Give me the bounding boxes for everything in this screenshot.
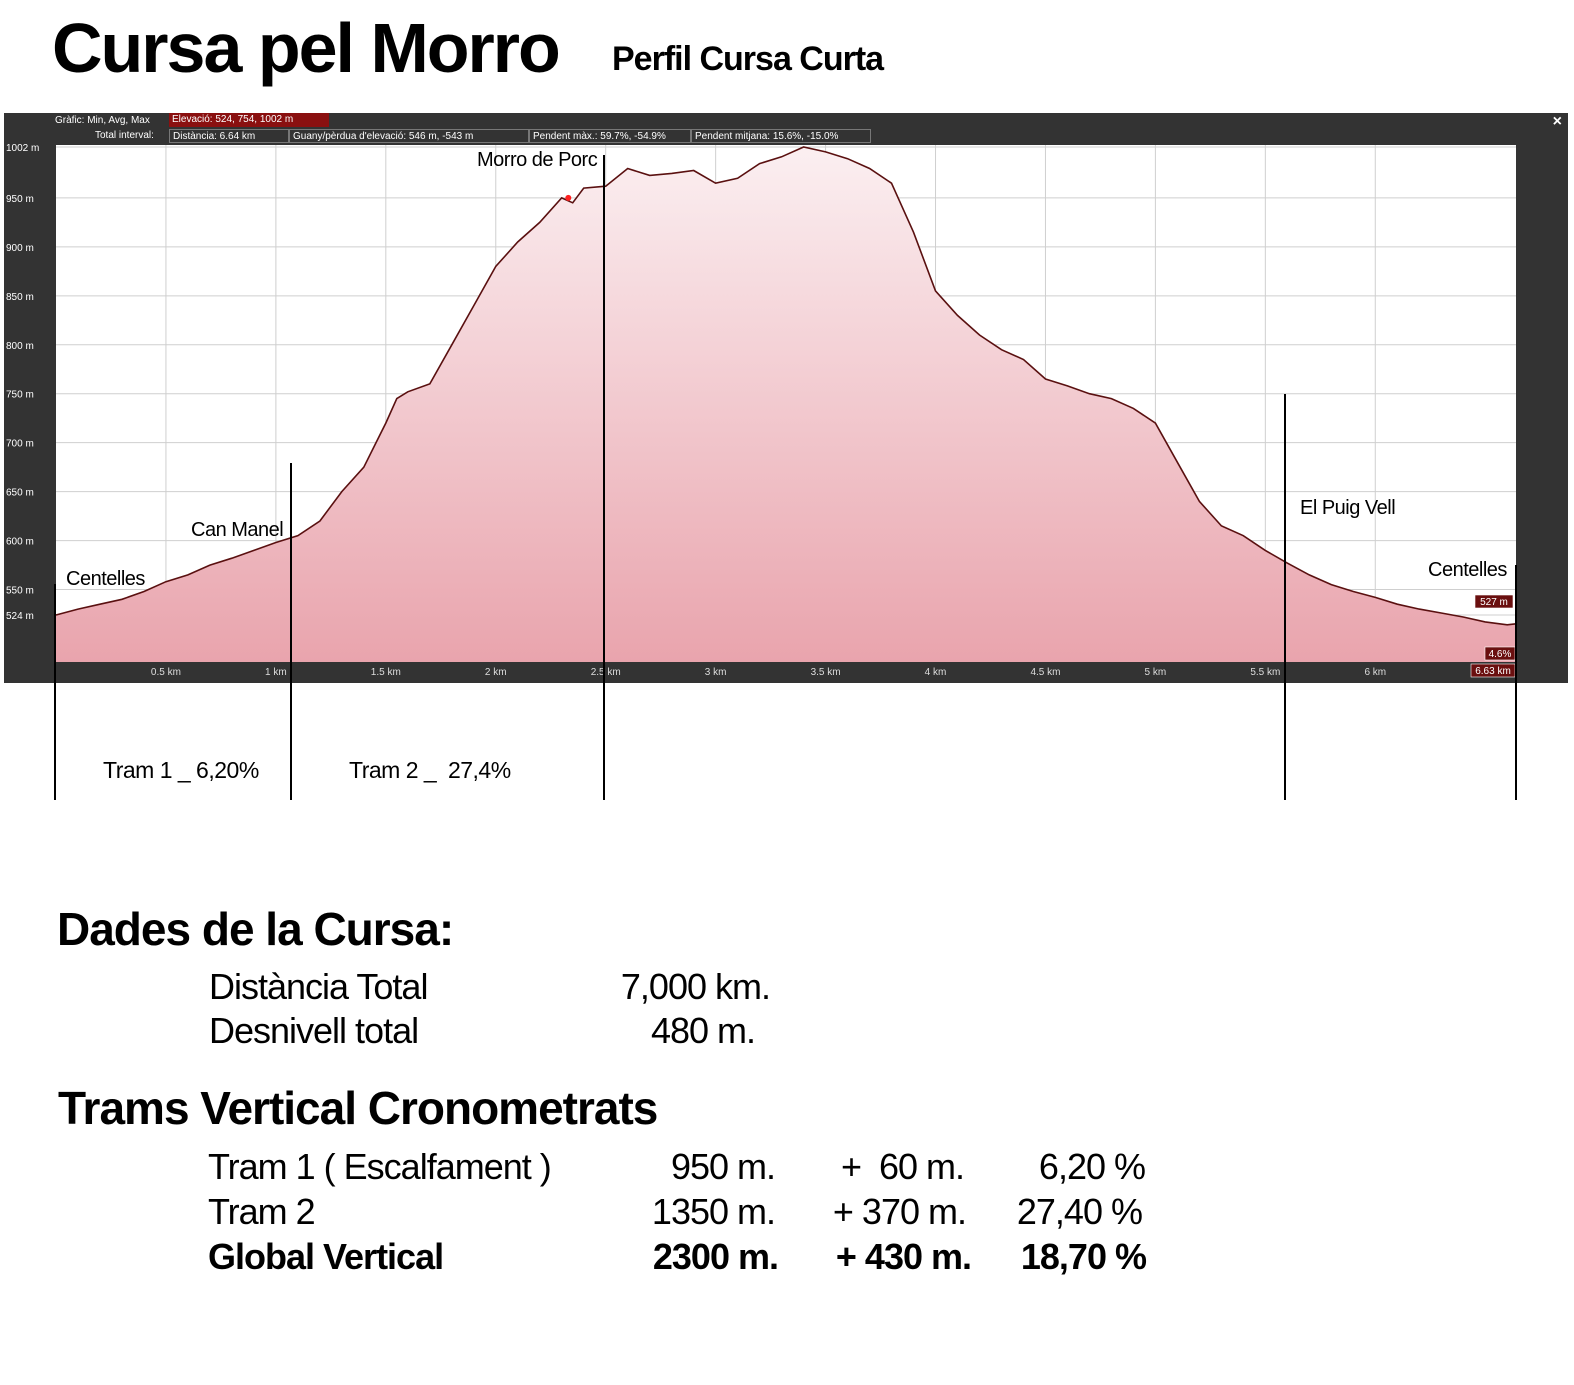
tram-1-percent: 6,20 %	[1038, 1146, 1146, 1187]
race-elevation-value: 480 m.	[650, 1010, 756, 1051]
slope-badge-text: 4.6%	[1489, 649, 1512, 660]
y-tick-label: 1002 m	[6, 143, 39, 154]
elevation-chart-panel: 1002 m 950 m 900 m 850 m 800 m 750 m 700 m 650 …	[4, 113, 1568, 683]
race-distance-label: Distància Total	[209, 966, 428, 1007]
x-tick-label: 2 km	[485, 667, 507, 678]
position-marker	[565, 194, 572, 201]
x-tick-label: 4 km	[925, 667, 947, 678]
x-tick-label: 5 km	[1145, 667, 1167, 678]
header-elevation-summary: Elevació: 524, 754, 1002 m	[169, 113, 329, 127]
y-tick-label: 850 m	[6, 292, 34, 303]
waypoint-label-el-puig-vell: El Puig Vell	[1300, 497, 1395, 519]
x-tick-label: 6 km	[1364, 667, 1386, 678]
header-distance: Distància: 6.64 km	[169, 129, 289, 143]
race-elevation-label: Desnivell total	[209, 1010, 419, 1051]
waypoint-label-morro-de-porc: Morro de Porc	[477, 149, 598, 171]
elevation-line	[55, 146, 1517, 626]
y-tick-label: 950 m	[6, 194, 34, 205]
header-max-slope: Pendent màx.: 59.7%, -54.9%	[529, 129, 691, 143]
x-axis-ticks: 0.5 km 1 km 1.5 km 2 km 2.5 km 3 km 3.5 km 4 km…	[151, 667, 1386, 678]
header-gain-loss: Guany/pèrdua d'elevació: 546 m, -543 m	[289, 129, 529, 143]
x-tick-label: 3 km	[705, 667, 727, 678]
global-vertical-gain: + 430 m.	[835, 1236, 972, 1277]
global-vertical-percent: 18,70 %	[1020, 1236, 1147, 1277]
y-axis-ticks: 1002 m 950 m 900 m 850 m 800 m 750 m 700 m 650 …	[6, 143, 39, 622]
page-title: Cursa pel Morro	[52, 9, 561, 87]
x-tick-label: 2.5 km	[591, 667, 621, 678]
tram-1-distance: 950 m.	[670, 1146, 776, 1187]
header-avg-slope: Pendent mitjana: 15.6%, -15.0%	[691, 129, 871, 143]
race-distance-value: 7,000 km.	[620, 966, 771, 1007]
y-tick-label: 550 m	[6, 586, 34, 597]
waypoint-label-finish: Centelles	[1428, 559, 1507, 581]
race-data-heading: Dades de la Cursa:	[57, 903, 454, 955]
x-tick-label: 4.5 km	[1030, 667, 1060, 678]
global-vertical-label: Global Vertical	[208, 1236, 444, 1277]
waypoint-label-can-manel: Can Manel	[191, 519, 283, 541]
tram-2-distance: 1350 m.	[651, 1191, 776, 1232]
page-subtitle: Perfil Cursa Curta	[612, 40, 884, 78]
readout-badges: 527 m 4.6% 6.63 km	[1470, 594, 1516, 678]
y-tick-label: 800 m	[6, 341, 34, 352]
x-tick-label: 5.5 km	[1250, 667, 1280, 678]
close-icon[interactable]: ×	[1552, 113, 1562, 130]
tram-1-label: Tram 1 ( Escalfament )	[208, 1146, 552, 1187]
y-tick-label: 524 m	[6, 611, 34, 622]
y-tick-label: 750 m	[6, 390, 34, 401]
x-tick-label: 0.5 km	[151, 667, 181, 678]
y-tick-label: 650 m	[6, 488, 34, 499]
x-tick-label: 1 km	[265, 667, 287, 678]
elevation-profile-chart: 1002 m 950 m 900 m 850 m 800 m 750 m 700 m 650 …	[6, 143, 1517, 683]
elevation-badge: 527 m	[1474, 594, 1514, 609]
segment-label-tram-1: Tram 1 _ 6,20%	[103, 757, 259, 783]
elevation-badge-box	[1474, 594, 1514, 609]
elevation-area	[56, 147, 1516, 662]
distance-badge-text: 6.63 km	[1475, 666, 1511, 677]
y-tick-label: 700 m	[6, 439, 34, 450]
header-label-interval: Total interval:	[95, 130, 154, 141]
x-axis-strip	[56, 662, 1516, 683]
global-vertical-distance: 2300 m.	[652, 1236, 779, 1277]
tram-2-label: Tram 2	[208, 1191, 316, 1232]
y-tick-label: 900 m	[6, 243, 34, 254]
tram-2-percent: 27,40 %	[1016, 1191, 1143, 1232]
trams-heading: Trams Vertical Cronometrats	[58, 1082, 658, 1134]
y-tick-label: 600 m	[6, 537, 34, 548]
tram-1-gain: + 60 m.	[840, 1146, 965, 1187]
elevation-badge-text: 527 m	[1480, 597, 1508, 608]
waypoint-overlay: Centelles Can Manel Morro de Porc El Pui…	[54, 149, 1517, 800]
x-tick-label: 3.5 km	[811, 667, 841, 678]
header-label-chart: Gràfic: Min, Avg, Max	[55, 115, 150, 126]
waypoint-label-start: Centelles	[66, 568, 145, 590]
tram-2-gain: + 370 m.	[832, 1191, 967, 1232]
x-tick-label: 1.5 km	[371, 667, 401, 678]
segment-label-tram-2: Tram 2 _ 27,4%	[349, 757, 511, 783]
